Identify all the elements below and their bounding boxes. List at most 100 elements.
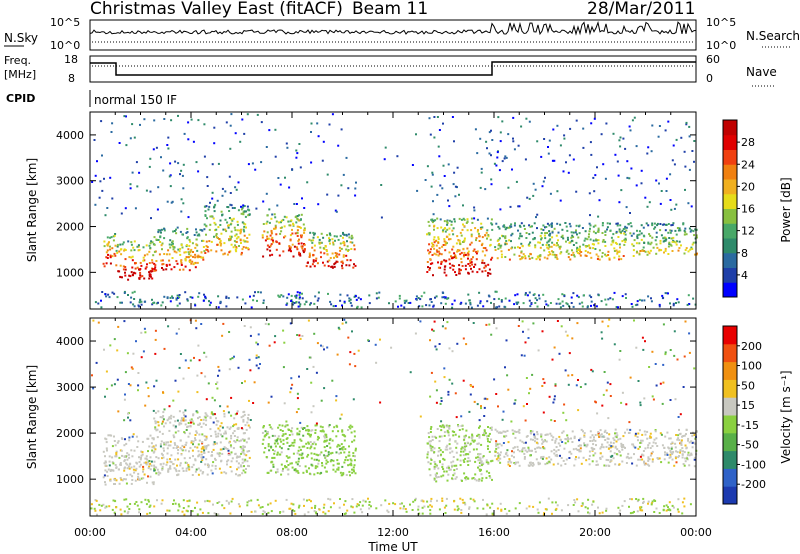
power-data-cell bbox=[310, 239, 313, 242]
power-data-cell bbox=[191, 242, 194, 245]
vel-data-cell bbox=[181, 444, 184, 447]
power-data-cell bbox=[157, 229, 160, 232]
vel-data-cell bbox=[427, 461, 430, 464]
vel-data-cell bbox=[200, 453, 203, 456]
vel-data-cell bbox=[181, 467, 184, 470]
vel-data-cell bbox=[126, 463, 129, 466]
power-data-cell bbox=[508, 258, 511, 261]
power-data-cell bbox=[514, 246, 516, 249]
power-data-cell bbox=[348, 236, 351, 239]
vel-data-cell bbox=[578, 444, 581, 447]
vel-data-cell bbox=[168, 416, 171, 419]
vel-data-cell bbox=[552, 463, 555, 466]
vel-data-cell bbox=[263, 451, 266, 454]
power-data-cell bbox=[478, 291, 481, 294]
power-data-cell bbox=[298, 296, 301, 299]
power-data-cell bbox=[562, 170, 565, 173]
power-data-cell bbox=[242, 211, 245, 214]
vel-data-cell bbox=[463, 436, 466, 439]
vel-data-cell bbox=[501, 418, 504, 421]
power-data-cell bbox=[132, 274, 134, 277]
vel-data-cell bbox=[639, 509, 642, 512]
vel-data-cell bbox=[435, 348, 438, 351]
vel-data-cell bbox=[187, 465, 190, 468]
vel-data-cell bbox=[518, 431, 521, 434]
power-data-cell bbox=[524, 255, 527, 258]
vel-data-cell bbox=[649, 454, 652, 457]
power-data-cell bbox=[597, 294, 600, 297]
power-data-cell bbox=[278, 221, 281, 224]
vel-data-cell bbox=[184, 423, 187, 426]
power-data-cell bbox=[575, 119, 578, 122]
vel-data-cell bbox=[248, 358, 251, 361]
vel-data-cell bbox=[658, 457, 661, 460]
vel-data-cell bbox=[472, 440, 475, 443]
vel-data-cell bbox=[308, 356, 311, 359]
vel-data-cell bbox=[448, 443, 451, 446]
vel-data-cell bbox=[607, 325, 610, 328]
vel-data-cell bbox=[141, 440, 144, 443]
power-data-cell bbox=[481, 259, 484, 262]
vel-data-cell bbox=[412, 500, 415, 503]
vel-data-cell bbox=[464, 503, 467, 506]
vel-data-cell bbox=[463, 461, 466, 463]
vel-data-cell bbox=[440, 429, 443, 432]
vel-data-cell bbox=[266, 431, 269, 433]
vel-data-cell bbox=[658, 512, 661, 514]
vel-data-cell bbox=[469, 442, 472, 445]
power-data-cell bbox=[256, 113, 259, 116]
vel-data-cell bbox=[178, 328, 180, 330]
power-data-cell bbox=[124, 258, 127, 261]
power-data-cell bbox=[129, 275, 132, 278]
power-data-cell bbox=[208, 205, 211, 208]
vel-data-cell bbox=[443, 367, 446, 370]
power-data-cell bbox=[454, 271, 456, 274]
power-data-cell bbox=[105, 251, 108, 254]
power-data-cell bbox=[187, 256, 190, 259]
vel-data-cell bbox=[196, 513, 199, 516]
vel-data-cell bbox=[241, 461, 244, 464]
vel-data-cell bbox=[595, 460, 598, 463]
vel-data-cell bbox=[477, 442, 480, 445]
power-data-cell bbox=[182, 163, 185, 166]
vel-data-cell bbox=[445, 497, 448, 500]
vel-data-cell bbox=[201, 511, 204, 514]
power-data-cell bbox=[217, 226, 220, 229]
power-data-cell bbox=[464, 254, 467, 256]
power-data-cell bbox=[613, 247, 616, 250]
vel-data-cell bbox=[253, 381, 256, 384]
power-data-cell bbox=[431, 221, 434, 224]
vel-data-cell bbox=[592, 438, 595, 441]
power-data-cell bbox=[655, 179, 658, 182]
vel-data-cell bbox=[610, 459, 613, 462]
vel-data-cell bbox=[518, 450, 521, 453]
vel-data-cell bbox=[530, 432, 533, 435]
power-data-cell bbox=[294, 232, 297, 235]
vel-data-cell bbox=[310, 381, 313, 384]
vel-data-cell bbox=[238, 474, 241, 477]
vel-data-cell bbox=[157, 410, 160, 413]
power-data-cell bbox=[200, 256, 203, 259]
power-data-cell bbox=[287, 293, 290, 296]
vel-data-cell bbox=[542, 378, 545, 381]
power-data-cell bbox=[625, 229, 628, 232]
vel-data-cell bbox=[597, 506, 599, 509]
power-data-cell bbox=[683, 252, 686, 255]
vel-data-cell bbox=[180, 422, 183, 425]
power-data-cell bbox=[197, 119, 200, 122]
power-data-cell bbox=[261, 234, 264, 237]
power-data-cell bbox=[121, 276, 123, 279]
vel-data-cell bbox=[537, 446, 540, 449]
power-data-cell bbox=[647, 242, 650, 245]
vel-data-cell bbox=[678, 455, 681, 457]
vel-data-cell bbox=[517, 448, 519, 451]
power-data-cell bbox=[664, 129, 667, 132]
vel-data-cell bbox=[303, 427, 306, 429]
power-data-cell bbox=[127, 278, 130, 281]
power-data-cell bbox=[189, 254, 192, 257]
vel-data-cell bbox=[301, 335, 304, 337]
power-data-cell bbox=[239, 230, 242, 233]
power-data-cell bbox=[353, 295, 356, 298]
vel-data-cell bbox=[438, 508, 441, 511]
power-data-cell bbox=[111, 255, 114, 258]
